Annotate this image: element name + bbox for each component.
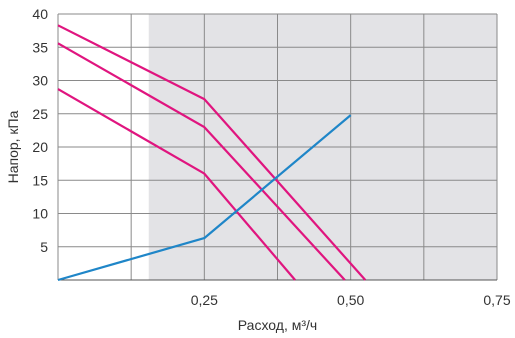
series-line xyxy=(57,42,346,281)
y-axis-label: Напор, кПа xyxy=(5,110,21,183)
series-group xyxy=(57,24,367,282)
y-tick-label: 5 xyxy=(40,239,48,255)
y-tick-label: 15 xyxy=(32,172,48,188)
x-tick-label: 0,25 xyxy=(191,292,218,308)
x-tick-labels: 0,25 0,50 0,75 xyxy=(191,292,511,308)
y-tick-label: 25 xyxy=(32,106,48,122)
y-tick-label: 35 xyxy=(32,39,48,55)
series-line xyxy=(57,88,296,281)
y-tick-label: 10 xyxy=(32,206,48,222)
x-tick-label: 0,50 xyxy=(337,292,364,308)
series-line xyxy=(57,114,352,282)
y-tick-label: 30 xyxy=(32,73,48,89)
x-tick-label: 0,75 xyxy=(483,292,510,308)
series-line xyxy=(57,24,367,281)
y-tick-label: 40 xyxy=(32,6,48,22)
x-axis-label: Расход, м³/ч xyxy=(238,317,317,333)
y-tick-labels: 5 10 15 20 25 30 35 40 xyxy=(32,6,48,255)
y-tick-label: 20 xyxy=(32,139,48,155)
